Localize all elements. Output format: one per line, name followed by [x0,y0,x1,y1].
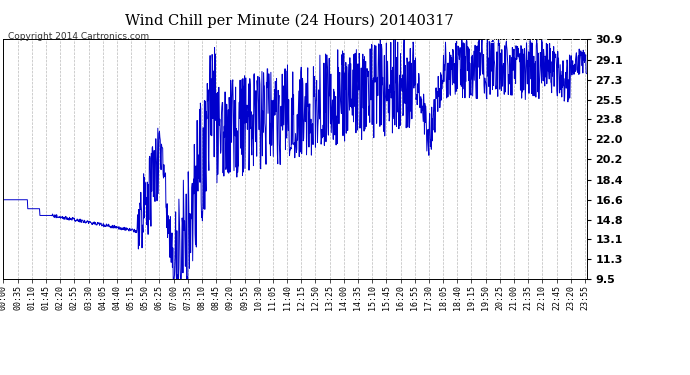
Text: Temperature  (°F): Temperature (°F) [483,35,583,45]
Text: Wind Chill per Minute (24 Hours) 20140317: Wind Chill per Minute (24 Hours) 2014031… [126,13,454,27]
Text: Copyright 2014 Cartronics.com: Copyright 2014 Cartronics.com [8,32,150,41]
